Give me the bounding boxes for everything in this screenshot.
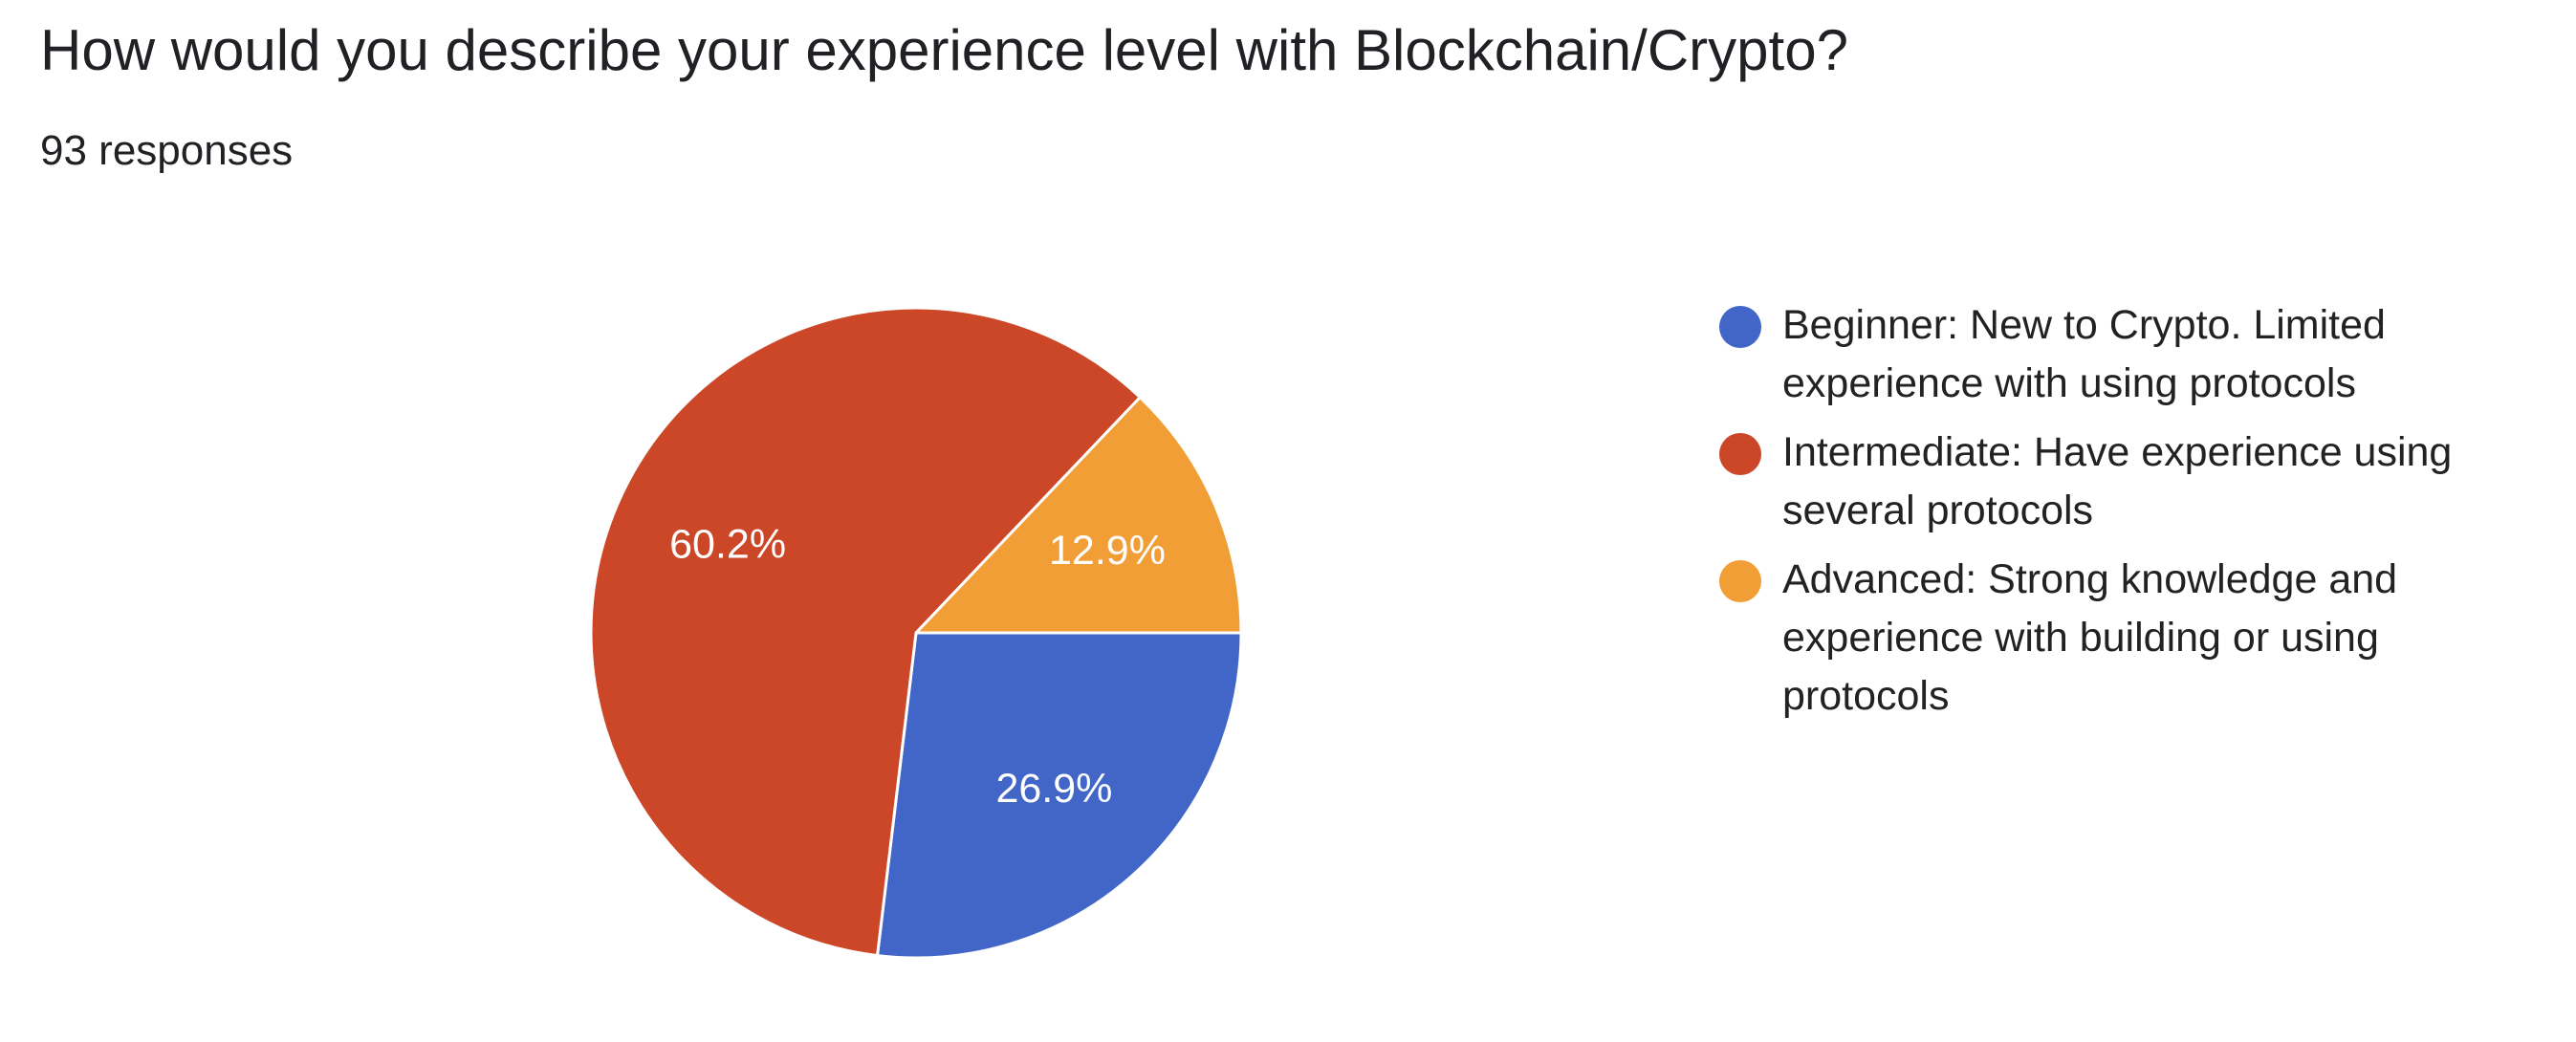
pie-label-beginner: 26.9% bbox=[995, 766, 1112, 812]
pie-slices bbox=[589, 306, 1243, 960]
legend-swatch-beginner bbox=[1719, 306, 1761, 348]
question-title: How would you describe your experience l… bbox=[40, 18, 1848, 82]
pie-slice-beginner[interactable] bbox=[876, 631, 1243, 960]
pie-slice-advanced[interactable] bbox=[914, 396, 1243, 635]
legend-label-advanced: Advanced: Strong knowledge and experienc… bbox=[1782, 556, 2398, 719]
legend: Beginner: New to Crypto. Limited experie… bbox=[1719, 296, 2542, 736]
legend-item-intermediate[interactable]: Intermediate: Have experience using seve… bbox=[1719, 423, 2542, 540]
legend-label-beginner: Beginner: New to Crypto. Limited experie… bbox=[1782, 302, 2386, 406]
legend-swatch-advanced bbox=[1719, 560, 1761, 602]
legend-item-advanced[interactable]: Advanced: Strong knowledge and experienc… bbox=[1719, 551, 2542, 726]
pie-labels: 26.9% 60.2% 12.9% bbox=[669, 521, 1166, 811]
legend-item-beginner[interactable]: Beginner: New to Crypto. Limited experie… bbox=[1719, 296, 2542, 413]
legend-swatch-intermediate bbox=[1719, 433, 1761, 475]
pie-label-advanced: 12.9% bbox=[1049, 528, 1166, 574]
pie-slice-intermediate[interactable] bbox=[589, 306, 1142, 958]
pie-label-intermediate: 60.2% bbox=[669, 521, 786, 567]
response-count: 93 responses bbox=[40, 127, 294, 174]
legend-label-intermediate: Intermediate: Have experience using seve… bbox=[1782, 429, 2453, 533]
